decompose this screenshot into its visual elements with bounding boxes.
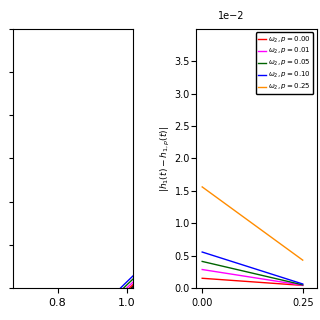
Y-axis label: $|h_1(t) - h_{1,p}(t)|$: $|h_1(t) - h_{1,p}(t)|$ bbox=[158, 125, 172, 191]
Legend: $\omega_2, p = 0.00$, $\omega_2, p = 0.01$, $\omega_2, p = 0.05$, $\omega_2, p =: $\omega_2, p = 0.00$, $\omega_2, p = 0.0… bbox=[256, 32, 313, 94]
Text: 1e−2: 1e−2 bbox=[218, 11, 244, 21]
